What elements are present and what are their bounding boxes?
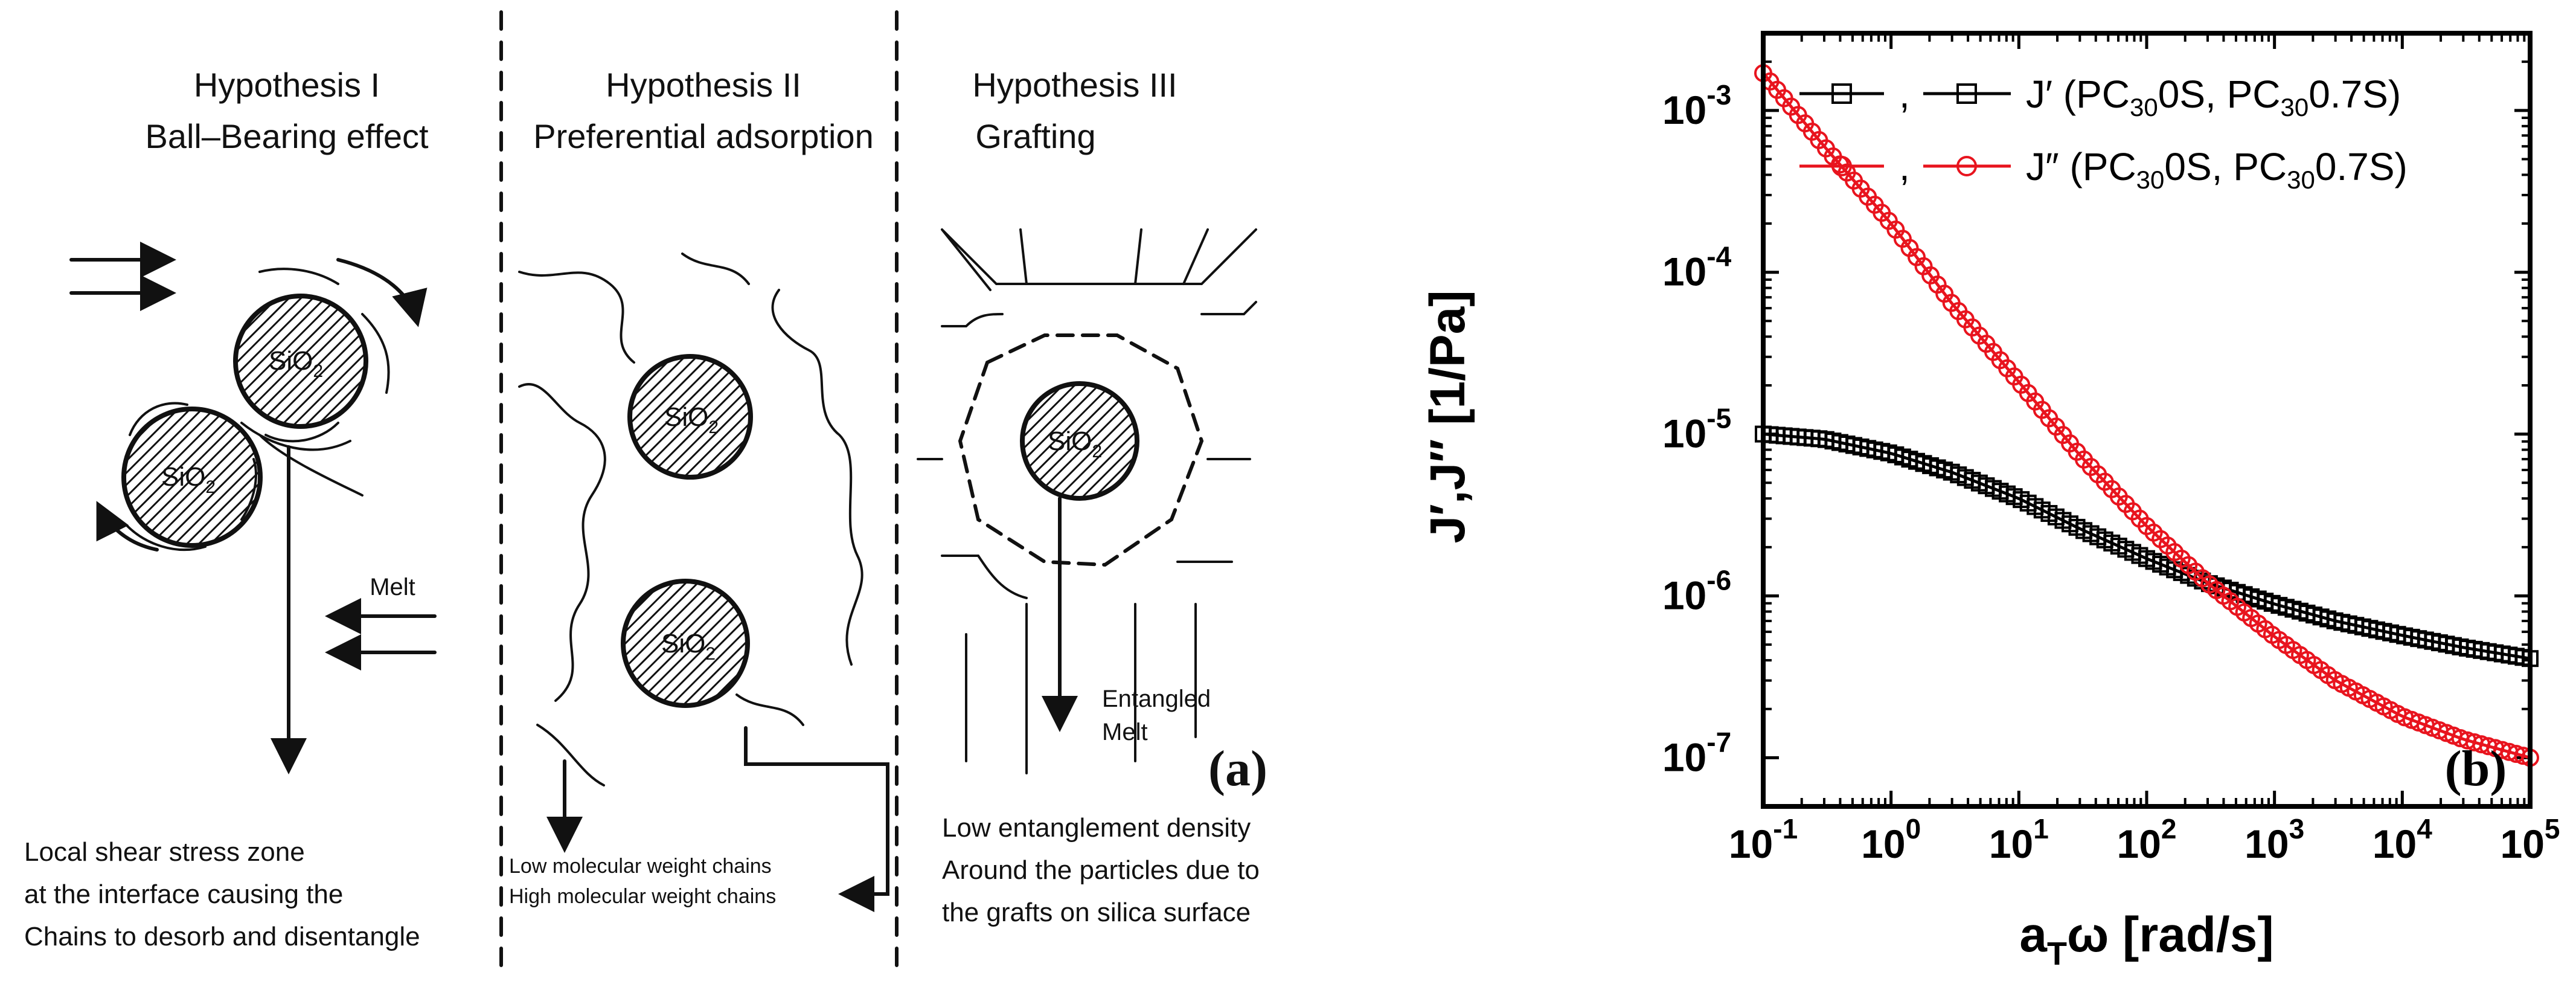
sio2-label-2a: SiO2: [664, 402, 719, 437]
sio2-particle-3: [1020, 381, 1139, 501]
x-tick-label-4: 103: [2244, 813, 2304, 866]
hypothesis-3-drawing: [917, 228, 1257, 774]
chart-series: [1754, 64, 2539, 767]
y-tick-label-0: 10-3: [1662, 79, 1731, 132]
x-tick-label-3: 102: [2116, 813, 2176, 866]
hypothesis-3-note-1: Low entanglement density: [942, 813, 1251, 843]
sio2-label-2b: SiO2: [661, 629, 716, 664]
hypothesis-1-drawing: [69, 242, 437, 774]
sio2-label-3: SiO2: [1048, 426, 1102, 462]
x-tick-label-0: 10-1: [1729, 813, 1798, 866]
sio2-label-1b: SiO2: [161, 462, 216, 497]
hypothesis-1-note-3: Chains to desorb and disentangle: [24, 922, 420, 951]
sio2-label-1a: SiO2: [269, 346, 323, 381]
panel-a-label: (a): [1208, 741, 1267, 797]
melt-label: Melt: [370, 574, 415, 600]
y-tick-label-4: 10-7: [1662, 726, 1731, 779]
chart-frame: [1761, 31, 2533, 809]
y-tick-label-1: 10-4: [1662, 241, 1732, 294]
legend-label-j-double-prime: J″ (PC300S, PC300.7S): [2026, 145, 2408, 194]
panel-b-label: (b): [2445, 741, 2507, 797]
x-tick-label-6: 105: [2500, 813, 2560, 866]
panel-a-schematic: [69, 10, 1257, 974]
entangled-melt-label: Melt: [1102, 719, 1148, 745]
hypothesis-2-note-1: Low molecular weight chains: [509, 855, 772, 878]
legend-comma-2: ,: [1899, 145, 1910, 188]
sio2-particle-1b: [121, 407, 263, 548]
legend-comma-1: ,: [1899, 72, 1910, 116]
hypothesis-1-note-1: Local shear stress zone: [24, 837, 305, 867]
series-line-0: [1763, 433, 2531, 660]
entangled-label: Entangled: [1102, 686, 1211, 712]
hypothesis-2-note-2: High molecular weight chains: [509, 885, 776, 908]
chart-xlabel: aTω [rad/s]: [2019, 907, 2273, 972]
hypothesis-3-subtitle: Grafting: [975, 117, 1095, 155]
hypothesis-1-subtitle: Ball–Bearing effect: [145, 117, 428, 155]
x-tick-label-5: 104: [2373, 813, 2432, 866]
chart-legend: , J′ (PC300S, PC300.7S) , J″ (PC300S, PC…: [1799, 72, 2408, 194]
hypothesis-3-title: Hypothesis III: [972, 66, 1177, 104]
hypothesis-2-title: Hypothesis II: [606, 66, 801, 104]
sio2-particle-2a: [627, 354, 753, 480]
x-tick-label-2: 101: [1989, 813, 2049, 866]
y-tick-label-3: 10-6: [1662, 564, 1731, 617]
hypothesis-2-subtitle: Preferential adsorption: [533, 117, 873, 155]
hypothesis-1-title: Hypothesis I: [194, 66, 380, 104]
y-tick-label-2: 10-5: [1662, 403, 1731, 456]
chart-ylabel: J′,J″ [1/Pa]: [1420, 290, 1475, 543]
hypothesis-1-note-2: at the interface causing the: [24, 880, 343, 909]
panel-b-chart: 10-1 100 101 102 103 104 105 10-3 10-4 10-5 10-6 10…: [1420, 31, 2560, 972]
legend-entry-j-double-prime: , J″ (PC300S, PC300.7S): [1799, 145, 2408, 194]
hypothesis-3-note-3: the grafts on silica surface: [942, 898, 1251, 927]
panel-a-text: Hypothesis I Ball–Bearing effect Hypothe…: [24, 66, 1267, 951]
hypothesis-3-note-2: Around the particles due to: [942, 855, 1260, 885]
legend-entry-j-prime: , J′ (PC300S, PC300.7S): [1799, 72, 2401, 121]
legend-label-j-prime: J′ (PC300S, PC300.7S): [2026, 72, 2401, 121]
hypothesis-2-drawing: [518, 252, 889, 912]
sio2-particle-1a: [233, 294, 368, 429]
sio2-particle-2b: [621, 579, 750, 708]
x-tick-label-1: 100: [1861, 813, 1921, 866]
chart-ticks: 10-1 100 101 102 103 104 105 10-3 10-4 10-5 10-6 10…: [1662, 32, 2560, 866]
